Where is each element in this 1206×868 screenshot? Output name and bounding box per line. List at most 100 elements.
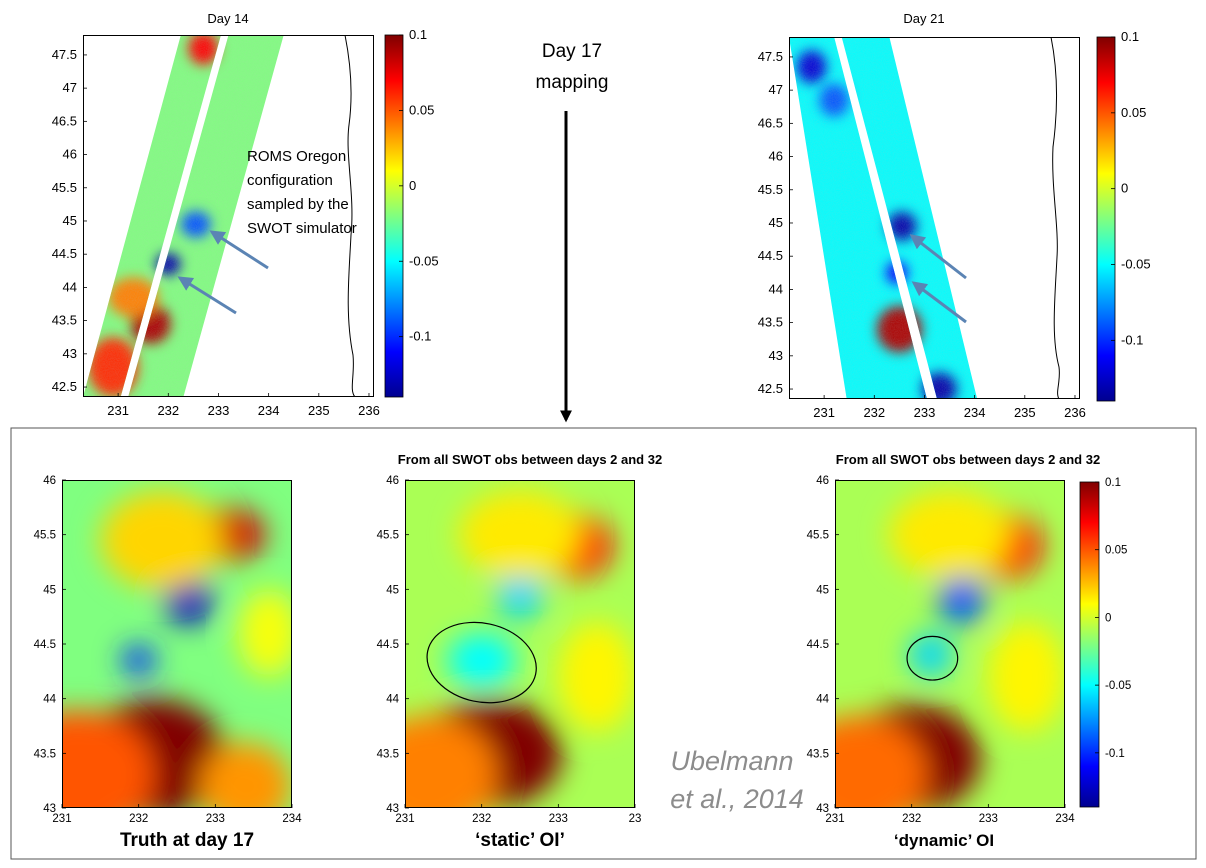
- y-tick-label: 46: [816, 475, 829, 487]
- y-tick-label: 45.5: [377, 530, 399, 542]
- colorbar-tick-label: -0.1: [1105, 748, 1125, 760]
- map-dynamic-oi: From all SWOT obs between days 2 and 32 …: [807, 452, 1132, 850]
- map-dynamic-plot: [835, 480, 1065, 808]
- x-tick-label: 231: [395, 813, 414, 825]
- colorbar-tick-label: 0: [409, 178, 416, 193]
- y-tick-label: 45: [386, 584, 399, 596]
- colorbar-tick-label: -0.1: [1121, 332, 1143, 347]
- x-tick-label: 233: [979, 813, 998, 825]
- colorbar-tick-label: 0.1: [1105, 477, 1121, 489]
- x-tick-label: 232: [157, 403, 179, 418]
- y-tick-label: 44.5: [807, 639, 829, 651]
- x-tick-label: 23: [629, 813, 642, 825]
- x-tick-label: 235: [1014, 405, 1036, 420]
- x-tick-label: 236: [358, 403, 380, 418]
- bottom-panel-frame: [10, 427, 1197, 860]
- colorbar-tick-label: -0.05: [1105, 680, 1131, 692]
- colorbar-tick-label: 0.05: [1121, 105, 1146, 120]
- y-tick-label: 46: [43, 475, 56, 487]
- y-tick-label: 45: [63, 213, 77, 228]
- caption-dynamic: ‘dynamic’ OI: [894, 831, 994, 850]
- field-feature: [835, 715, 927, 808]
- x-tick-label: 234: [964, 405, 986, 420]
- x-tick-label: 231: [52, 813, 71, 825]
- y-tick-label: 44: [386, 694, 399, 706]
- annotation-roms-line3: sampled by the: [247, 196, 349, 213]
- error-ellipse: [426, 621, 537, 704]
- colorbar-tick-label: 0: [1121, 181, 1128, 196]
- x-tick-label: 234: [1055, 813, 1075, 825]
- y-tick-label: 45.5: [52, 180, 77, 195]
- field-feature: [938, 576, 985, 625]
- field-feature: [238, 589, 292, 677]
- colorbar-tick-label: 0.1: [1121, 29, 1139, 44]
- arrow-annotation-2: [177, 276, 237, 315]
- x-tick-label: 231: [813, 405, 835, 420]
- x-tick-label: 236: [1064, 405, 1086, 420]
- y-tick-label: 46.5: [52, 113, 77, 128]
- map-static-plot: [405, 480, 635, 808]
- field-feature: [100, 490, 223, 590]
- day17-label-line1: Day 17: [542, 41, 602, 62]
- error-ellipse: [906, 635, 959, 681]
- y-tick-label: 45: [816, 584, 829, 596]
- field-feature: [558, 622, 635, 732]
- y-tick-label: 43.5: [34, 748, 56, 760]
- y-tick-label: 47: [63, 80, 77, 95]
- x-tick-label: 232: [863, 405, 885, 420]
- y-tick-label: 44.5: [34, 639, 56, 651]
- x-tick-label: 233: [208, 403, 230, 418]
- map-day21: Day 21 231 232 233 234 235 236 42.5 43 43.5 44 44.…: [758, 11, 1151, 420]
- y-tick-label: 43: [43, 803, 56, 815]
- colorbar-tick-label: -0.05: [409, 253, 439, 268]
- y-tick-label: 44.5: [758, 248, 783, 263]
- colorbar-tick-label: -0.05: [1121, 257, 1151, 272]
- annotation-roms-line2: configuration: [247, 172, 333, 189]
- day17-mapping-label: Day 17 mapping: [536, 41, 609, 423]
- y-tick-label: 47.5: [758, 49, 783, 64]
- y-tick-label: 43: [386, 803, 399, 815]
- field-feature: [909, 633, 953, 677]
- annotation-roms-line4: SWOT simulator: [247, 220, 357, 237]
- y-tick-label: 45: [769, 215, 783, 230]
- colorbar-day14: 0.1 0.05 0 -0.05 -0.1: [384, 27, 439, 398]
- y-tick-label: 47.5: [52, 47, 77, 62]
- credit-line2: et al., 2014: [670, 784, 804, 814]
- caption-truth: Truth at day 17: [120, 830, 254, 851]
- y-tick-label: 42.5: [52, 379, 77, 394]
- map-day14: Day 14 231 232 233 234 235 236 42.5 43 43.5 44 44.…: [52, 11, 439, 418]
- colorbar-tick-label: 0.1: [409, 27, 427, 42]
- coastline: [344, 35, 356, 397]
- coastline: [1050, 37, 1060, 399]
- y-tick-label: 43.5: [52, 313, 77, 328]
- y-tick-label: 46: [63, 147, 77, 162]
- x-tick-label: 231: [107, 403, 129, 418]
- y-tick-label: 45: [43, 584, 56, 596]
- field-feature: [497, 570, 543, 619]
- caption-static: ‘static’ OI’: [475, 830, 565, 851]
- field-feature: [200, 742, 292, 808]
- y-tick-label: 44: [63, 279, 77, 294]
- credit-line1: Ubelmann: [670, 746, 793, 776]
- y-tick-label: 47: [769, 82, 783, 97]
- day17-label-line2: mapping: [536, 72, 609, 93]
- map-day14-plot: [83, 35, 374, 397]
- x-tick-label: 232: [472, 813, 491, 825]
- colorbar-day21: 0.1 0.05 0 -0.05 -0.1: [1096, 29, 1151, 402]
- x-tick-label: 232: [129, 813, 148, 825]
- annotation-roms-line1: ROMS Oregon: [247, 148, 346, 165]
- field-feature: [988, 622, 1065, 732]
- y-tick-label: 44: [816, 694, 829, 706]
- field-feature: [163, 576, 214, 625]
- y-tick-label: 45.5: [758, 182, 783, 197]
- map-static-oi: From all SWOT obs between days 2 and 32 …: [377, 452, 663, 851]
- x-tick-label: 234: [258, 403, 280, 418]
- field-feature: [62, 709, 154, 808]
- field-feature: [405, 715, 497, 808]
- y-tick-label: 44: [43, 694, 56, 706]
- chart-title-static: From all SWOT obs between days 2 and 32: [398, 452, 662, 467]
- field-feature: [458, 490, 582, 579]
- x-tick-label: 231: [825, 813, 844, 825]
- colorbar-tick-label: -0.1: [409, 329, 431, 344]
